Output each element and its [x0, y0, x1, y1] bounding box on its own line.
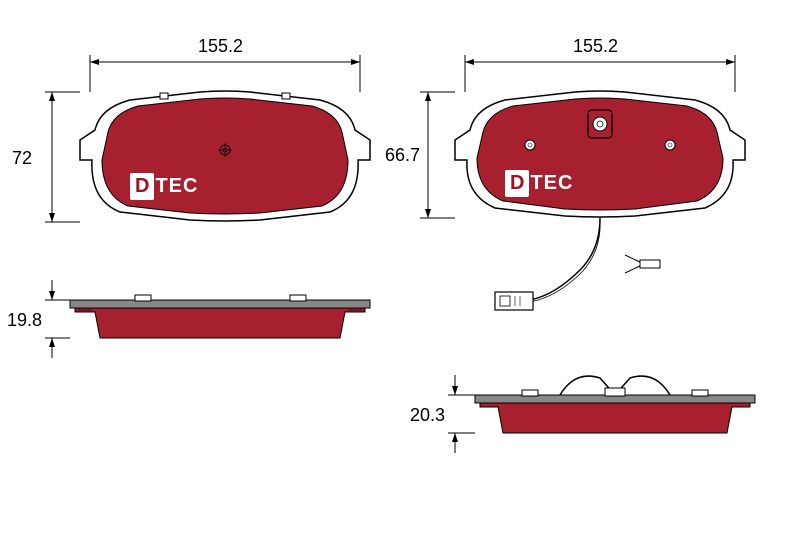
right-height-label: 66.7 [385, 145, 420, 166]
right-thickness-label: 20.3 [410, 405, 445, 426]
logo-d: D [130, 173, 154, 200]
drawing-svg [0, 0, 800, 533]
logo-d: D [505, 170, 529, 197]
left-width-label: 155.2 [198, 36, 243, 57]
right-width-label: 155.2 [573, 36, 618, 57]
dtec-logo-left: D TEC [130, 173, 198, 200]
left-pad-front [80, 91, 370, 221]
left-pad-side [70, 295, 370, 338]
brake-pad-diagram: 155.2 72 19.8 155.2 66.7 20.3 D TEC D TE… [0, 0, 800, 533]
logo-tec: TEC [530, 172, 573, 195]
right-pad-front [455, 91, 745, 310]
left-height-label: 72 [12, 148, 32, 169]
logo-tec: TEC [155, 175, 198, 198]
left-thickness-label: 19.8 [7, 310, 42, 331]
dtec-logo-right: D TEC [505, 170, 573, 197]
right-pad-side [475, 376, 755, 433]
